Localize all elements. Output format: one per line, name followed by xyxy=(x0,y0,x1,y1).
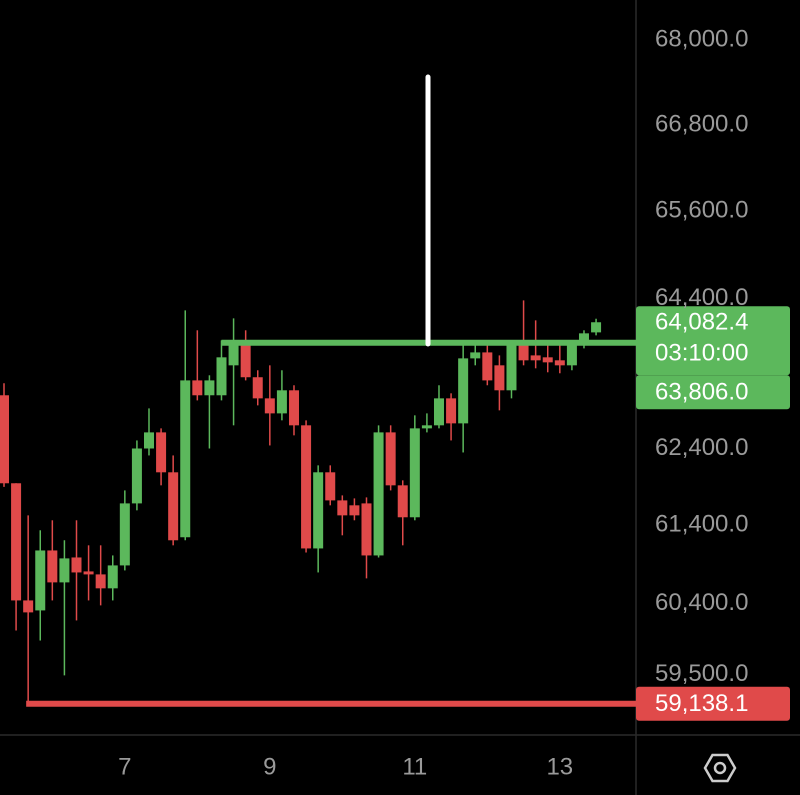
candle-body xyxy=(216,357,227,396)
candle-body xyxy=(107,565,118,589)
candle-body xyxy=(446,398,457,424)
candle-body xyxy=(554,360,565,366)
candle-body xyxy=(180,380,191,538)
candle-body xyxy=(530,355,541,361)
y-tick-label: 62,400.0 xyxy=(655,434,748,461)
candle-body xyxy=(542,357,553,363)
candle-body xyxy=(433,398,444,426)
candle-body xyxy=(252,377,263,399)
candle-body xyxy=(361,503,372,556)
candle-body xyxy=(470,352,481,359)
candle-body xyxy=(59,558,70,583)
candle-body xyxy=(409,428,420,518)
x-tick-label: 7 xyxy=(118,753,131,780)
candle-body xyxy=(131,448,142,504)
candle-body xyxy=(119,503,130,566)
candle-body xyxy=(385,432,396,486)
settings-icon-center[interactable] xyxy=(713,761,727,775)
candle-body xyxy=(23,600,34,613)
x-tick-label: 9 xyxy=(263,753,276,780)
candle-body xyxy=(494,365,505,391)
candle-body xyxy=(373,432,384,556)
countdown-label: 03:10:00 xyxy=(655,340,748,367)
candle-body xyxy=(143,432,154,449)
candle-body xyxy=(35,550,46,611)
y-tick-label: 59,500.0 xyxy=(655,660,748,687)
candle-body xyxy=(264,398,275,414)
candle-body xyxy=(0,395,9,484)
candle-body xyxy=(518,345,529,361)
candle-body xyxy=(95,574,106,589)
candle-body xyxy=(458,358,469,424)
candle-body xyxy=(228,345,239,366)
y-tick-label: 65,600.0 xyxy=(655,196,748,223)
candle-body xyxy=(192,380,203,396)
price-tags: 64,082.4 03:10:00 63,806.0 59,138.1 xyxy=(636,306,790,721)
candle-body xyxy=(11,483,22,601)
candle-body xyxy=(566,345,577,366)
candle-body xyxy=(578,333,589,346)
candle-body xyxy=(71,557,82,573)
candle-body xyxy=(349,505,360,516)
candle-body xyxy=(168,472,179,541)
current-price-label: 64,082.4 xyxy=(655,309,748,336)
candle-body xyxy=(482,352,493,381)
current-price-tag xyxy=(636,306,790,376)
price-line-label: 59,138.1 xyxy=(655,690,748,717)
candle-body xyxy=(83,571,94,575)
candle-body xyxy=(325,472,336,501)
candle-body xyxy=(47,550,58,583)
settings-icon[interactable] xyxy=(703,753,737,783)
candle-body xyxy=(204,380,215,396)
candle-body xyxy=(288,390,299,426)
candle-body xyxy=(397,485,408,518)
y-tick-label: 68,000.0 xyxy=(655,26,748,53)
candle-body xyxy=(591,322,602,333)
x-tick-label: 11 xyxy=(402,753,427,780)
plot-area xyxy=(0,300,636,707)
candle-body xyxy=(421,425,432,429)
price-line-tag xyxy=(636,375,790,410)
candle-body xyxy=(240,343,251,378)
y-tick-label: 61,400.0 xyxy=(655,511,748,538)
y-tick-label: 60,400.0 xyxy=(655,589,748,616)
price-line-tag xyxy=(636,686,790,721)
candle-body xyxy=(301,425,312,549)
candle-body xyxy=(506,345,517,391)
y-tick-label: 66,800.0 xyxy=(655,110,748,137)
candle-body xyxy=(156,432,167,473)
candle-body xyxy=(276,390,287,414)
candle-body xyxy=(313,472,324,549)
x-tick-label: 13 xyxy=(546,753,573,780)
candle-body xyxy=(337,500,348,516)
settings-button[interactable] xyxy=(703,753,737,783)
price-line-label: 63,806.0 xyxy=(655,379,748,406)
y-tick-label: 64,400.0 xyxy=(655,284,748,311)
